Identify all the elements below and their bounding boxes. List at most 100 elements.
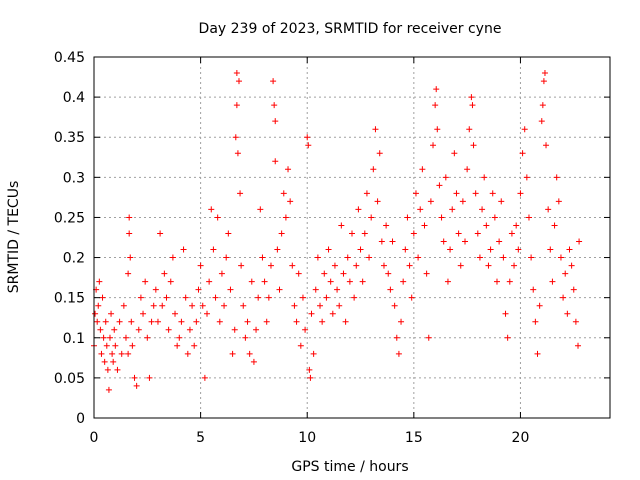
y-axis-ticks: 0 0.05 0.1 0.15 0.2 0.25 0.3 0.35 0.4 0.45	[54, 50, 610, 427]
data-point	[506, 278, 513, 285]
data-point	[434, 126, 441, 133]
data-point	[515, 246, 522, 253]
x-tick-label: 0	[90, 430, 99, 446]
data-point	[361, 230, 368, 237]
data-points	[91, 70, 583, 393]
data-point	[353, 262, 360, 269]
data-point	[242, 334, 249, 341]
data-point	[357, 246, 364, 253]
data-point	[272, 158, 279, 165]
y-tick-label: 0.45	[54, 50, 85, 66]
data-point	[169, 254, 176, 261]
data-point	[566, 246, 573, 253]
data-point	[576, 238, 583, 245]
data-point	[385, 270, 392, 277]
data-point	[355, 206, 362, 213]
data-point	[125, 270, 132, 277]
y-tick-label: 0.2	[63, 251, 85, 267]
x-tick-label: 20	[512, 430, 530, 446]
data-point	[314, 254, 321, 261]
data-point	[103, 342, 110, 349]
data-point	[404, 214, 411, 221]
data-point	[427, 198, 434, 205]
data-point	[351, 294, 358, 301]
data-point	[212, 294, 219, 301]
data-point	[342, 318, 349, 325]
data-point	[233, 70, 240, 77]
data-point	[142, 278, 149, 285]
data-point	[374, 198, 381, 205]
data-point	[214, 214, 221, 221]
data-point	[304, 134, 311, 141]
data-point	[191, 342, 198, 349]
x-tick-label: 10	[298, 430, 316, 446]
data-point	[568, 262, 575, 269]
data-point	[447, 246, 454, 253]
data-point	[485, 262, 492, 269]
data-point	[436, 182, 443, 189]
data-point	[547, 246, 554, 253]
data-point	[108, 310, 115, 317]
data-point	[549, 278, 556, 285]
data-point	[137, 294, 144, 301]
data-point	[201, 374, 208, 381]
data-point	[109, 350, 116, 357]
data-point	[291, 302, 298, 309]
y-tick-label: 0.05	[54, 371, 85, 387]
data-point	[199, 302, 206, 309]
data-point	[295, 270, 302, 277]
data-point	[114, 366, 121, 373]
y-tick-label: 0.35	[54, 130, 85, 146]
y-tick-label: 0.1	[63, 331, 85, 347]
data-point	[517, 190, 524, 197]
data-point	[344, 254, 351, 261]
data-point	[572, 318, 579, 325]
data-point	[248, 278, 255, 285]
data-point	[491, 214, 498, 221]
data-point	[521, 126, 528, 133]
data-point	[440, 238, 447, 245]
data-point	[111, 326, 118, 333]
y-tick-label: 0.3	[63, 170, 85, 186]
data-point	[449, 206, 456, 213]
data-point	[483, 222, 490, 229]
data-point	[331, 262, 338, 269]
data-point	[250, 358, 257, 365]
data-point	[234, 150, 241, 157]
x-axis-label: GPS time / hours	[291, 459, 408, 475]
data-point	[534, 350, 541, 357]
data-point	[299, 294, 306, 301]
data-point	[94, 318, 101, 325]
data-point	[223, 254, 230, 261]
data-point	[127, 254, 134, 261]
data-point	[238, 262, 245, 269]
data-point	[267, 262, 274, 269]
data-point	[159, 302, 166, 309]
data-point	[165, 326, 172, 333]
data-point	[106, 334, 113, 341]
data-point	[148, 318, 155, 325]
data-point	[398, 318, 405, 325]
data-point	[272, 118, 279, 125]
data-point	[451, 150, 458, 157]
data-point	[472, 190, 479, 197]
data-point	[231, 326, 238, 333]
data-point	[150, 302, 157, 309]
data-point	[319, 318, 326, 325]
data-point	[96, 278, 103, 285]
data-point	[178, 318, 185, 325]
data-point	[216, 318, 223, 325]
data-point	[372, 126, 379, 133]
data-point	[163, 294, 170, 301]
data-point	[274, 246, 281, 253]
data-point	[98, 350, 105, 357]
data-point	[470, 142, 477, 149]
data-point	[186, 326, 193, 333]
data-point	[225, 230, 232, 237]
data-point	[412, 190, 419, 197]
x-tick-label: 5	[196, 430, 205, 446]
data-point	[282, 214, 289, 221]
data-point	[221, 302, 228, 309]
data-point	[359, 278, 366, 285]
data-point	[340, 270, 347, 277]
